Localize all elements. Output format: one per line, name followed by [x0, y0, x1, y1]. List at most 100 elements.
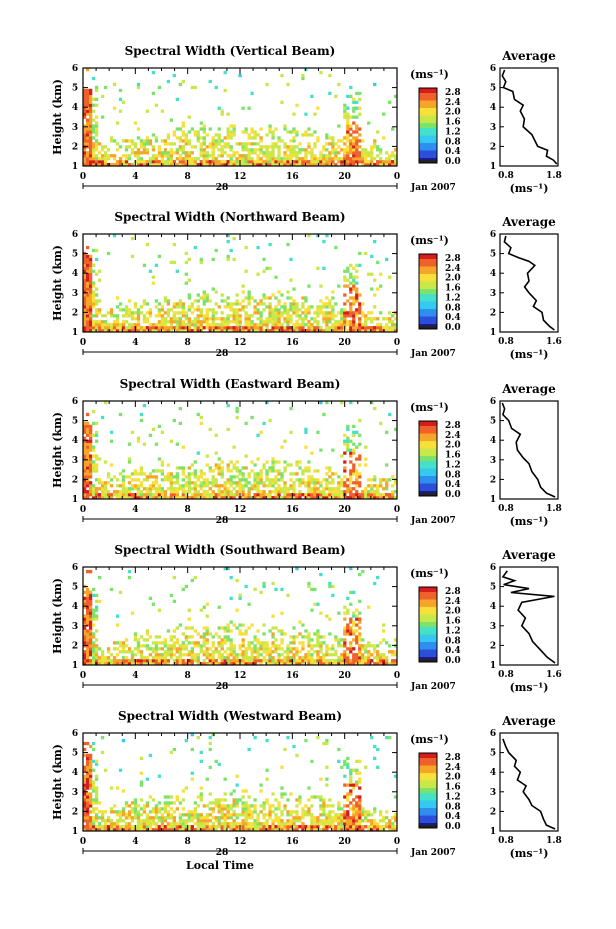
- heatmap-cell: [83, 88, 87, 93]
- heatmap-cell: [190, 777, 194, 781]
- heatmap-cell: [322, 828, 326, 832]
- heatmap-cell: [346, 112, 350, 116]
- heatmap-cell: [139, 771, 144, 775]
- heatmap-cell: [259, 641, 263, 645]
- heatmap-cell: [250, 314, 254, 318]
- heatmap-cell: [229, 133, 233, 137]
- heatmap-cell: [322, 807, 326, 811]
- heatmap-cell: [256, 659, 260, 663]
- heatmap-cell: [175, 662, 179, 666]
- heatmap-cell: [328, 157, 332, 161]
- heatmap-cell: [166, 163, 171, 167]
- heatmap-cell: [181, 496, 185, 500]
- heatmap-cell: [256, 472, 260, 476]
- heatmap-cell: [262, 641, 266, 645]
- heatmap-cell: [127, 816, 132, 820]
- heatmap-cell: [253, 496, 257, 500]
- heatmap-cell: [91, 653, 96, 657]
- heatmap-cell: [334, 653, 338, 657]
- y-axis-label: Height (km): [51, 245, 64, 321]
- heatmap-cell: [283, 124, 287, 128]
- heatmap-cell: [94, 653, 99, 657]
- heatmap-cell: [214, 819, 218, 823]
- colorbar-band: [419, 269, 437, 272]
- heatmap-cell: [310, 647, 314, 651]
- heatmap-cell: [88, 620, 93, 624]
- heatmap-cell: [301, 73, 305, 78]
- heatmap-cell: [88, 278, 93, 282]
- heatmap-cell: [85, 245, 90, 250]
- heatmap-cell: [361, 638, 365, 642]
- heatmap-cell: [94, 145, 99, 149]
- heatmap-cell: [118, 641, 123, 645]
- heatmap-cell: [83, 287, 87, 291]
- heatmap-cell: [349, 320, 353, 324]
- heatmap-cell: [364, 317, 368, 321]
- heatmap-cell: [139, 311, 144, 315]
- heatmap-cell: [184, 644, 188, 648]
- average-x-tick-label: 1.8: [546, 171, 562, 181]
- heatmap-cell: [253, 807, 257, 811]
- heatmap-cell: [250, 813, 254, 817]
- heatmap-cell: [331, 305, 335, 309]
- heatmap-cell: [88, 263, 93, 267]
- heatmap-cell: [232, 326, 236, 330]
- heatmap-cell: [349, 816, 353, 820]
- heatmap-cell: [307, 305, 311, 309]
- heatmap-cell: [121, 139, 126, 143]
- heatmap-cell: [106, 493, 111, 497]
- heatmap-cell: [83, 596, 87, 600]
- heatmap-cell: [88, 481, 93, 485]
- heatmap-cell: [334, 94, 338, 98]
- heatmap-cell: [88, 608, 93, 612]
- colorbar-band: [419, 438, 437, 442]
- heatmap-cell: [352, 451, 356, 455]
- heatmap-cell: [124, 326, 129, 330]
- heatmap-cell: [373, 293, 377, 297]
- heatmap-cell: [181, 320, 185, 324]
- colorbar-band: [419, 281, 437, 285]
- heatmap-cell: [157, 641, 162, 645]
- heatmap-cell: [175, 478, 179, 482]
- heatmap-cell: [289, 656, 293, 660]
- heatmap-cell: [115, 320, 120, 324]
- heatmap-cell: [328, 305, 332, 309]
- heatmap-cell: [268, 242, 272, 247]
- colorbar-band: [419, 296, 437, 300]
- heatmap-cell: [85, 127, 90, 131]
- heatmap-cell: [343, 157, 347, 161]
- heatmap-cell: [325, 329, 329, 333]
- heatmap-cell: [355, 493, 359, 497]
- heatmap-cell: [358, 157, 362, 161]
- heatmap-cell: [163, 807, 168, 811]
- heatmap-cell: [127, 493, 132, 497]
- heatmap-cell: [133, 302, 138, 306]
- x-tick-label: 20: [338, 505, 351, 515]
- heatmap-cell: [349, 151, 353, 155]
- heatmap-cell: [151, 484, 156, 488]
- heatmap-cell: [337, 284, 341, 288]
- heatmap-cell: [94, 647, 99, 651]
- heatmap-cell: [190, 496, 194, 500]
- heatmap-cell: [91, 611, 96, 615]
- heatmap-cell: [205, 454, 209, 458]
- heatmap-cell: [88, 284, 93, 288]
- heatmap-cell: [262, 421, 266, 426]
- colorbar-band: [419, 118, 437, 121]
- heatmap-cell: [91, 768, 96, 772]
- heatmap-cell: [331, 662, 335, 666]
- heatmap-cell: [244, 653, 248, 657]
- heatmap-cell: [256, 481, 260, 485]
- heatmap-cell: [85, 662, 90, 666]
- heatmap-cell: [232, 789, 236, 793]
- heatmap-cell: [343, 154, 347, 158]
- heatmap-cell: [196, 475, 200, 479]
- heatmap-cell: [160, 308, 165, 312]
- x-tick-label: 4: [132, 671, 138, 681]
- heatmap-cell: [313, 320, 317, 324]
- heatmap-cell: [175, 656, 179, 660]
- colorbar-band: [419, 319, 437, 322]
- heatmap-cell: [244, 629, 248, 633]
- colorbar-band: [419, 478, 437, 482]
- heatmap-cell: [208, 656, 212, 660]
